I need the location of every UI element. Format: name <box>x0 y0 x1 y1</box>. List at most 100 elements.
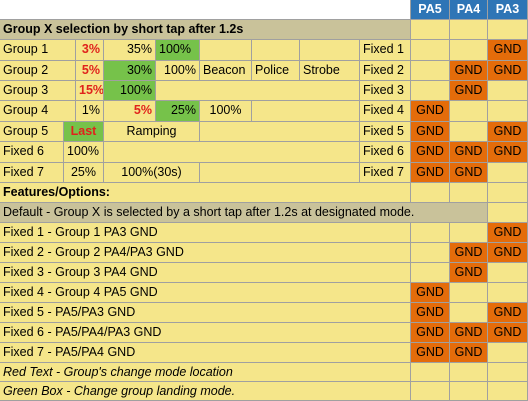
pa5-cell[interactable] <box>411 81 450 101</box>
pa5-cell[interactable] <box>411 223 450 243</box>
group-cell[interactable] <box>200 40 252 61</box>
group-cell[interactable]: 25% <box>64 163 104 183</box>
feature-row[interactable]: Fixed 1 - Group 1 PA3 GND <box>0 223 411 243</box>
pa4-cell[interactable]: GND <box>450 343 488 363</box>
pa4-cell[interactable] <box>450 283 488 303</box>
group-cell[interactable] <box>200 163 360 183</box>
pa3-cell[interactable] <box>488 283 528 303</box>
group-cell[interactable] <box>104 142 360 163</box>
fixed-label[interactable]: Fixed 5 <box>360 122 411 142</box>
group-name[interactable]: Group 1 <box>0 40 76 61</box>
fixed-label[interactable]: Fixed 2 <box>360 61 411 81</box>
pa5-cell[interactable]: GND <box>411 122 450 142</box>
fixed-label[interactable]: Fixed 1 <box>360 40 411 61</box>
pa4-cell[interactable]: GND <box>450 323 488 343</box>
table-cell[interactable] <box>450 382 488 401</box>
group-cell[interactable]: 15% <box>76 81 104 101</box>
group-cell[interactable] <box>252 101 360 122</box>
pa3-header[interactable]: PA3 <box>488 0 528 20</box>
pa3-cell[interactable]: GND <box>488 122 528 142</box>
pa3-cell[interactable] <box>488 263 528 283</box>
pa3-cell[interactable]: GND <box>488 223 528 243</box>
group-cell[interactable] <box>252 40 300 61</box>
pa3-cell[interactable]: GND <box>488 40 528 61</box>
pa3-cell[interactable] <box>488 81 528 101</box>
group-cell[interactable] <box>300 40 360 61</box>
group-cell[interactable]: Police <box>252 61 300 81</box>
group-cell[interactable]: 1% <box>76 101 104 122</box>
pa4-cell[interactable]: GND <box>450 243 488 263</box>
pa4-cell[interactable]: GND <box>450 142 488 163</box>
pa5-cell[interactable]: GND <box>411 163 450 183</box>
pa4-cell[interactable]: GND <box>450 61 488 81</box>
group-cell[interactable]: 100% <box>156 40 200 61</box>
group-cell[interactable]: 35% <box>104 40 156 61</box>
group-cell[interactable]: Strobe <box>300 61 360 81</box>
group-name[interactable]: Group 5 <box>0 122 64 142</box>
pa4-cell[interactable] <box>450 101 488 122</box>
group-cell[interactable]: 100% <box>156 61 200 81</box>
pa5-cell[interactable] <box>411 263 450 283</box>
group-name[interactable]: Fixed 6 <box>0 142 64 163</box>
fixed-label[interactable]: Fixed 6 <box>360 142 411 163</box>
pa5-cell[interactable] <box>411 40 450 61</box>
pa5-header[interactable]: PA5 <box>411 0 450 20</box>
group-cell[interactable]: 100% <box>104 81 156 101</box>
pa3-cell[interactable]: GND <box>488 323 528 343</box>
group-cell[interactable]: 100% <box>64 142 104 163</box>
feature-row[interactable]: Fixed 6 - PA5/PA4/PA3 GND <box>0 323 411 343</box>
pa5-cell[interactable]: GND <box>411 303 450 323</box>
feature-row[interactable]: Fixed 4 - Group 4 PA5 GND <box>0 283 411 303</box>
group-cell[interactable]: Last <box>64 122 104 142</box>
group-cell[interactable]: Beacon <box>200 61 252 81</box>
table-cell[interactable] <box>411 20 450 40</box>
table-cell[interactable] <box>488 382 528 401</box>
pa4-cell[interactable] <box>450 303 488 323</box>
pa5-cell[interactable] <box>411 243 450 263</box>
pa4-cell[interactable]: GND <box>450 263 488 283</box>
pa3-cell[interactable]: GND <box>488 61 528 81</box>
group-cell[interactable]: Ramping <box>104 122 200 142</box>
feature-row[interactable]: Fixed 3 - Group 3 PA4 GND <box>0 263 411 283</box>
group-cell[interactable]: 3% <box>76 40 104 61</box>
legend-green-box[interactable]: Green Box - Change group landing mode. <box>0 382 411 401</box>
default-description[interactable]: Default - Group X is selected by a short… <box>0 203 488 223</box>
pa5-cell[interactable]: GND <box>411 283 450 303</box>
table-cell[interactable] <box>450 363 488 382</box>
group-cell[interactable]: 25% <box>156 101 200 122</box>
pa4-cell[interactable] <box>450 122 488 142</box>
pa5-cell[interactable]: GND <box>411 142 450 163</box>
feature-row[interactable]: Fixed 7 - PA5/PA4 GND <box>0 343 411 363</box>
fixed-label[interactable]: Fixed 7 <box>360 163 411 183</box>
pa4-cell[interactable]: GND <box>450 163 488 183</box>
group-cell[interactable]: 100% <box>200 101 252 122</box>
pa3-cell[interactable] <box>488 343 528 363</box>
table-cell[interactable] <box>411 183 450 203</box>
feature-row[interactable]: Fixed 5 - PA5/PA3 GND <box>0 303 411 323</box>
features-title[interactable]: Features/Options: <box>0 183 411 203</box>
legend-red-text[interactable]: Red Text - Group's change mode location <box>0 363 411 382</box>
pa3-cell[interactable] <box>488 163 528 183</box>
table-cell[interactable] <box>488 203 528 223</box>
pa5-cell[interactable] <box>411 61 450 81</box>
group-name[interactable]: Group 3 <box>0 81 76 101</box>
feature-row[interactable]: Fixed 2 - Group 2 PA4/PA3 GND <box>0 243 411 263</box>
group-name[interactable]: Fixed 7 <box>0 163 64 183</box>
table-cell[interactable] <box>411 363 450 382</box>
group-cell[interactable]: 30% <box>104 61 156 81</box>
pa5-cell[interactable]: GND <box>411 343 450 363</box>
pa3-cell[interactable]: GND <box>488 243 528 263</box>
table-cell[interactable] <box>488 363 528 382</box>
pa3-cell[interactable]: GND <box>488 303 528 323</box>
group-cell[interactable] <box>200 122 360 142</box>
table-cell[interactable] <box>488 183 528 203</box>
pa4-cell[interactable]: GND <box>450 81 488 101</box>
group-cell[interactable]: 100%(30s) <box>104 163 200 183</box>
table-cell[interactable] <box>488 20 528 40</box>
group-cell[interactable]: 5% <box>76 61 104 81</box>
fixed-label[interactable]: Fixed 4 <box>360 101 411 122</box>
group-cell[interactable] <box>156 81 360 101</box>
blank-cell[interactable] <box>0 0 411 20</box>
pa4-cell[interactable] <box>450 223 488 243</box>
pa5-cell[interactable]: GND <box>411 101 450 122</box>
